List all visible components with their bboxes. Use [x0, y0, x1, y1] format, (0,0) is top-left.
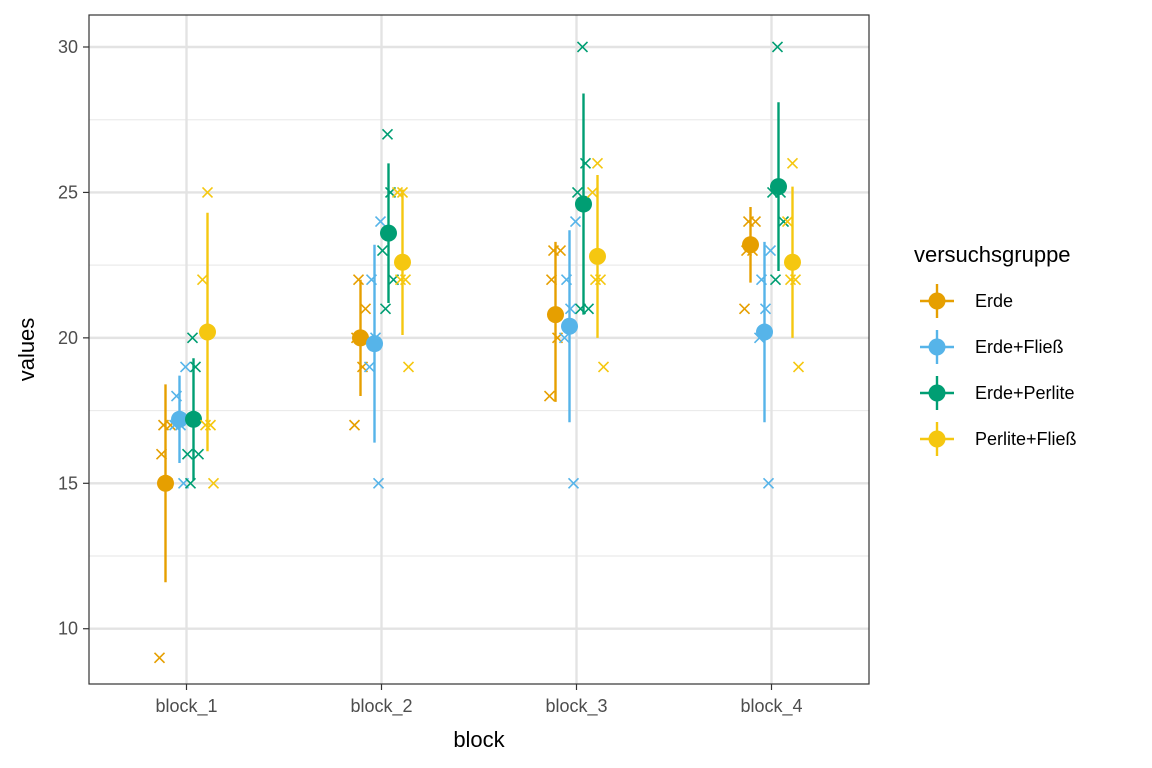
- legend-label: Erde+Perlite: [975, 383, 1075, 403]
- mean-point: [784, 253, 801, 271]
- x-tick-label: block_1: [155, 696, 217, 717]
- legend-item-2: Erde+Perlite: [920, 376, 1075, 410]
- raw-point: [348, 419, 361, 431]
- raw-point: [597, 361, 610, 373]
- mean-point: [352, 329, 369, 347]
- raw-point: [157, 419, 170, 431]
- raw-point: [742, 215, 755, 228]
- y-tick-label: 15: [58, 473, 78, 493]
- raw-point: [186, 332, 199, 344]
- raw-point: [591, 157, 604, 169]
- mean-point: [561, 317, 578, 335]
- legend-title: versuchsgruppe: [914, 242, 1071, 267]
- raw-point: [363, 361, 376, 373]
- legend-label: Erde: [975, 291, 1013, 311]
- mean-point: [171, 410, 188, 428]
- series-1: [168, 215, 777, 489]
- raw-point: [196, 274, 209, 286]
- raw-point: [792, 361, 805, 373]
- legend-label: Perlite+Fließ: [975, 429, 1077, 449]
- raw-point: [764, 245, 777, 257]
- mean-point: [366, 335, 383, 353]
- gridlines: [89, 15, 869, 684]
- legend-label: Erde+Fließ: [975, 337, 1064, 357]
- raw-point: [189, 361, 202, 373]
- raw-point: [582, 303, 595, 315]
- raw-point: [153, 652, 166, 664]
- panel-border: [88, 14, 870, 685]
- legend-key-point: [928, 338, 946, 356]
- legend-item-0: Erde: [920, 284, 1013, 318]
- mean-point: [547, 306, 564, 324]
- raw-point: [372, 477, 385, 489]
- series-0: [153, 206, 762, 664]
- raw-point: [569, 215, 582, 228]
- raw-point: [769, 274, 782, 286]
- legend: versuchsgruppe Erde Erde+Fließ Erde+Perlit…: [914, 242, 1077, 456]
- mean-point: [770, 178, 787, 196]
- mean-point: [742, 236, 759, 254]
- raw-point: [586, 186, 599, 198]
- x-axis-title: block: [453, 727, 505, 752]
- mean-point: [157, 474, 174, 492]
- raw-point: [394, 274, 407, 286]
- raw-point: [359, 303, 372, 315]
- y-tick-label: 20: [58, 328, 78, 348]
- raw-point: [738, 303, 751, 315]
- legend-key-point: [928, 430, 946, 448]
- x-tick-label: block_2: [350, 696, 412, 717]
- raw-point: [199, 419, 212, 431]
- legend-item-1: Erde+Fließ: [920, 330, 1064, 364]
- raw-point: [381, 128, 394, 140]
- raw-point: [784, 274, 797, 286]
- raw-point: [352, 274, 365, 286]
- mean-point: [185, 410, 202, 428]
- raw-point: [771, 41, 784, 53]
- raw-point: [547, 245, 560, 257]
- raw-point: [391, 186, 404, 198]
- raw-point: [379, 303, 392, 315]
- raw-point: [576, 41, 589, 53]
- raw-point: [786, 157, 799, 169]
- raw-point: [179, 361, 192, 373]
- raw-point: [781, 215, 794, 228]
- raw-point: [777, 215, 790, 228]
- raw-point: [192, 448, 205, 460]
- raw-point: [181, 448, 194, 460]
- legend-key-point: [928, 292, 946, 310]
- raw-point: [543, 390, 556, 402]
- raw-point: [762, 477, 775, 489]
- y-tick-label: 25: [58, 182, 78, 202]
- legend-item-3: Perlite+Fließ: [920, 422, 1077, 456]
- axis-ticks: 10 15 20 25 30 block_1 block_2 block_3 block_4: [58, 37, 803, 717]
- series-layer: [153, 41, 805, 664]
- raw-point: [376, 245, 389, 257]
- mean-point: [575, 195, 592, 213]
- mean-point: [394, 253, 411, 271]
- legend-key-point: [928, 384, 946, 402]
- raw-point: [589, 274, 602, 286]
- raw-point: [571, 186, 584, 198]
- raw-point: [402, 361, 415, 373]
- raw-point: [201, 186, 214, 198]
- x-tick-label: block_3: [545, 696, 607, 717]
- raw-point: [567, 477, 580, 489]
- y-tick-label: 30: [58, 37, 78, 57]
- mean-point: [199, 323, 216, 341]
- x-tick-label: block_4: [740, 696, 802, 717]
- mean-point: [756, 323, 773, 341]
- y-tick-label: 10: [58, 619, 78, 639]
- mean-point: [380, 224, 397, 242]
- legend-items: Erde Erde+Fließ Erde+Perlite Perlite+Fließ: [920, 284, 1077, 456]
- y-axis-title: values: [14, 318, 39, 382]
- series-3: [196, 157, 805, 489]
- raw-point: [374, 215, 387, 228]
- raw-point: [207, 477, 220, 489]
- raw-point: [579, 157, 592, 169]
- mean-point: [589, 247, 606, 265]
